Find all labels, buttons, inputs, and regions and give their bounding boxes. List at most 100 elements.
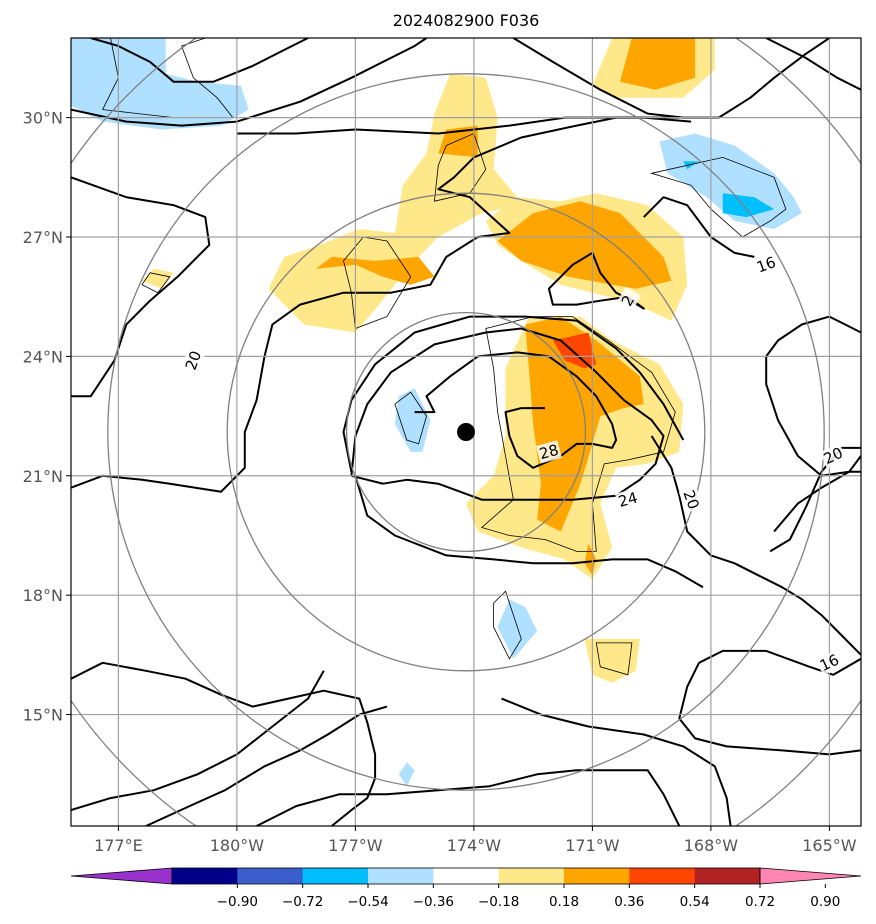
colorbar-swatch xyxy=(694,868,761,884)
contour-label-bg xyxy=(614,488,641,512)
thin-contour xyxy=(595,642,633,676)
colorbar-tick-label: 0.54 xyxy=(680,894,710,910)
lat-tick-label: 21°N xyxy=(23,467,63,486)
shaded-region xyxy=(315,256,435,285)
shaded-region xyxy=(584,638,640,683)
contour-label-text: 16 xyxy=(754,253,778,276)
contour-label-text: 24 xyxy=(616,489,639,511)
colorbar-tick-label: −0.18 xyxy=(478,894,519,910)
shaded-region xyxy=(497,201,672,289)
range-ring xyxy=(107,73,825,791)
lon-tick-label: 165°W xyxy=(802,836,857,855)
axis-ticks: 30°N 27°N 24°N 21°N 18°N 15°N 177°E 180°W 177°W 1… xyxy=(23,109,857,855)
lon-tick-label: 177°E xyxy=(94,836,143,855)
range-ring xyxy=(226,192,706,672)
colorbar-swatch xyxy=(629,868,696,884)
contour-label-bg xyxy=(815,649,844,676)
thick-contour xyxy=(71,38,428,127)
thick-contour xyxy=(71,661,377,826)
shaded-region xyxy=(398,762,415,787)
lon-tick-label: 171°W xyxy=(565,836,620,855)
shaded-region xyxy=(71,38,249,130)
thin-contour xyxy=(394,391,427,445)
thick-contour xyxy=(501,697,732,826)
contour-label: 20 xyxy=(678,486,704,514)
contour-label-bg xyxy=(614,286,642,315)
shaded-region xyxy=(620,38,696,90)
colorbar-tick-label: 0.90 xyxy=(810,894,840,910)
lat-tick-label: 24°N xyxy=(23,347,63,366)
lat-tick-label: 27°N xyxy=(23,228,63,247)
thick-contour xyxy=(71,176,211,398)
contour-label: 28 xyxy=(535,440,562,464)
shaded-region xyxy=(722,193,775,218)
thick-contour xyxy=(71,670,325,812)
colorbar-tick-label: −0.72 xyxy=(282,894,323,910)
colorbar-tick-label: −0.36 xyxy=(413,894,454,910)
colorbar-swatch xyxy=(172,868,238,884)
thick-contour xyxy=(414,351,618,469)
colorbar-swatch xyxy=(302,868,369,884)
shaded-region xyxy=(438,125,478,158)
thick-contour xyxy=(650,435,861,656)
colorbar-swatch xyxy=(368,868,434,884)
contour-label-text: 20 xyxy=(679,488,702,512)
thick-contour xyxy=(350,327,665,501)
lat-tick-label: 30°N xyxy=(23,109,63,128)
storm-center-dot xyxy=(457,423,475,441)
chart-title: 2024082900 F036 xyxy=(393,11,540,30)
colorbar-tick-label: −0.54 xyxy=(347,894,388,910)
range-ring xyxy=(345,311,587,553)
contour-label-text: 28 xyxy=(537,441,560,463)
contour-label: 2 xyxy=(614,286,642,315)
shaded-region xyxy=(552,332,597,369)
colorbar: −0.90 −0.72 −0.54 −0.36 −0.18 0.18 0.36 0.54 0.7… xyxy=(70,867,862,910)
colorbar-frame xyxy=(171,867,761,885)
contour-label: 20 xyxy=(181,346,206,374)
lon-tick-label: 168°W xyxy=(684,836,739,855)
thick-contour xyxy=(256,769,681,826)
colorbar-tick-label: 0.18 xyxy=(549,894,579,910)
contour-label: 16 xyxy=(752,252,780,278)
lat-tick-label: 18°N xyxy=(23,586,63,605)
contour-label-bg xyxy=(752,252,780,278)
contour-label-bg xyxy=(819,443,848,469)
thick-contour xyxy=(90,38,309,83)
lon-tick-label: 180°W xyxy=(210,836,265,855)
thick-contour xyxy=(354,475,704,589)
contour-label-bg xyxy=(535,440,562,464)
thick-contour xyxy=(643,196,755,258)
colorbar-swatch xyxy=(237,868,304,884)
thick-contour xyxy=(765,38,861,91)
thick-contour xyxy=(765,315,861,477)
colorbar-extend-low xyxy=(70,867,173,885)
thick-contour xyxy=(145,705,388,826)
colorbar-tick-label: −0.90 xyxy=(217,894,258,910)
lat-tick-label: 15°N xyxy=(23,706,63,725)
thick-contour xyxy=(71,116,680,493)
thick-contour xyxy=(698,649,861,676)
contour-label-bg xyxy=(678,486,704,514)
thick-contour xyxy=(547,251,645,310)
lon-tick-label: 177°W xyxy=(328,836,383,855)
shaded-region xyxy=(394,388,431,452)
thick-contour xyxy=(773,470,861,533)
storm-center xyxy=(457,423,475,441)
shaded-region xyxy=(142,268,174,289)
lon-tick-label: 174°W xyxy=(447,836,502,855)
thin-contour xyxy=(343,236,412,330)
thin-contour xyxy=(493,590,522,660)
thin-contour xyxy=(101,38,234,118)
colorbar-extend-high xyxy=(759,867,862,885)
thin-contour xyxy=(650,156,787,238)
colorbar-swatch xyxy=(498,868,565,884)
thin-contour xyxy=(480,316,676,552)
colorbar-tick-label: 0.36 xyxy=(614,894,644,910)
colorbar-swatch xyxy=(564,868,630,884)
colorbar-tick-label: 0.72 xyxy=(745,894,775,910)
thick-contour xyxy=(769,446,861,553)
contour-label-text: 20 xyxy=(182,348,205,372)
